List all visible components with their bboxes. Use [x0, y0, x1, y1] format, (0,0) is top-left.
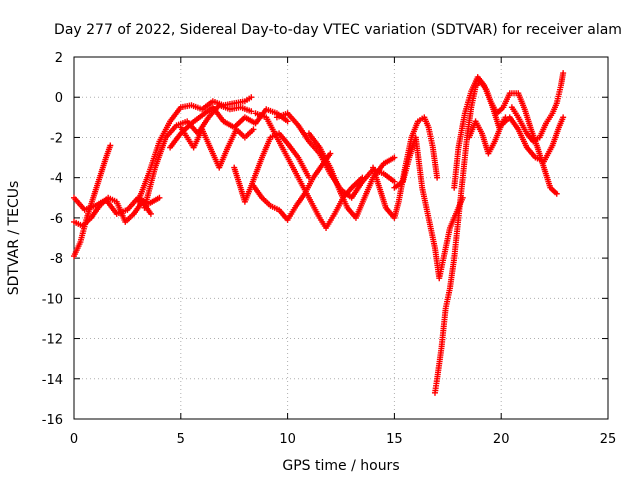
data-point	[391, 178, 398, 185]
y-tick-label: -12	[42, 333, 63, 348]
series-track-12	[305, 130, 398, 221]
chart-title: Day 277 of 2022, Sidereal Day-to-day VTE…	[54, 22, 622, 38]
y-tick-label: 0	[55, 91, 63, 106]
series-track-9	[250, 150, 334, 223]
x-axis-label: GPS time / hours	[282, 458, 399, 474]
y-tick-label: -8	[50, 252, 63, 267]
y-tick-label: -10	[42, 292, 63, 307]
data-point	[327, 150, 334, 157]
data-point	[553, 190, 560, 197]
data-point	[284, 118, 291, 125]
x-tick-label: 0	[70, 432, 78, 447]
series-track-8	[231, 130, 312, 205]
data-point	[560, 114, 567, 121]
x-tick-labels: 0 5 10 15 20 25	[70, 432, 616, 447]
data-point	[560, 70, 567, 77]
data-point	[147, 210, 154, 217]
y-axis-label: SDTVAR / TECUs	[6, 181, 22, 296]
series-track-13	[370, 114, 441, 221]
plot-frame	[73, 56, 609, 420]
data-markers	[71, 70, 567, 396]
data-point	[248, 108, 255, 115]
y-tick-labels: -16 -14 -12 -10 -8 -6 -4 -2 0 2	[42, 51, 63, 428]
y-tick-label: -14	[42, 373, 63, 388]
x-tick-label: 20	[493, 432, 510, 447]
data-point	[248, 94, 255, 101]
series-track-10	[252, 110, 366, 231]
x-tick-label: 10	[279, 432, 296, 447]
data-point	[391, 154, 398, 161]
y-tick-label: -16	[42, 413, 63, 428]
data-point	[156, 194, 163, 201]
series-track-4	[135, 94, 255, 205]
x-tick-label: 5	[177, 432, 185, 447]
y-tick-label: -6	[50, 212, 63, 227]
y-tick-label: -2	[50, 131, 63, 146]
tick-marks	[73, 56, 609, 420]
series-track-7	[177, 124, 257, 171]
data-point	[250, 126, 257, 133]
series-track-18	[508, 70, 567, 145]
y-tick-label: -4	[50, 172, 63, 187]
x-tick-label: 15	[386, 432, 403, 447]
x-tick-label: 25	[600, 432, 617, 447]
series-track-16	[451, 74, 560, 197]
series-track-17	[466, 114, 567, 165]
grid	[74, 57, 608, 419]
y-tick-label: 2	[55, 51, 63, 66]
series-track-2	[71, 194, 163, 217]
data-point	[107, 142, 114, 149]
series-track-14	[391, 134, 466, 282]
series-track-15	[431, 78, 509, 396]
data-point	[434, 174, 441, 181]
